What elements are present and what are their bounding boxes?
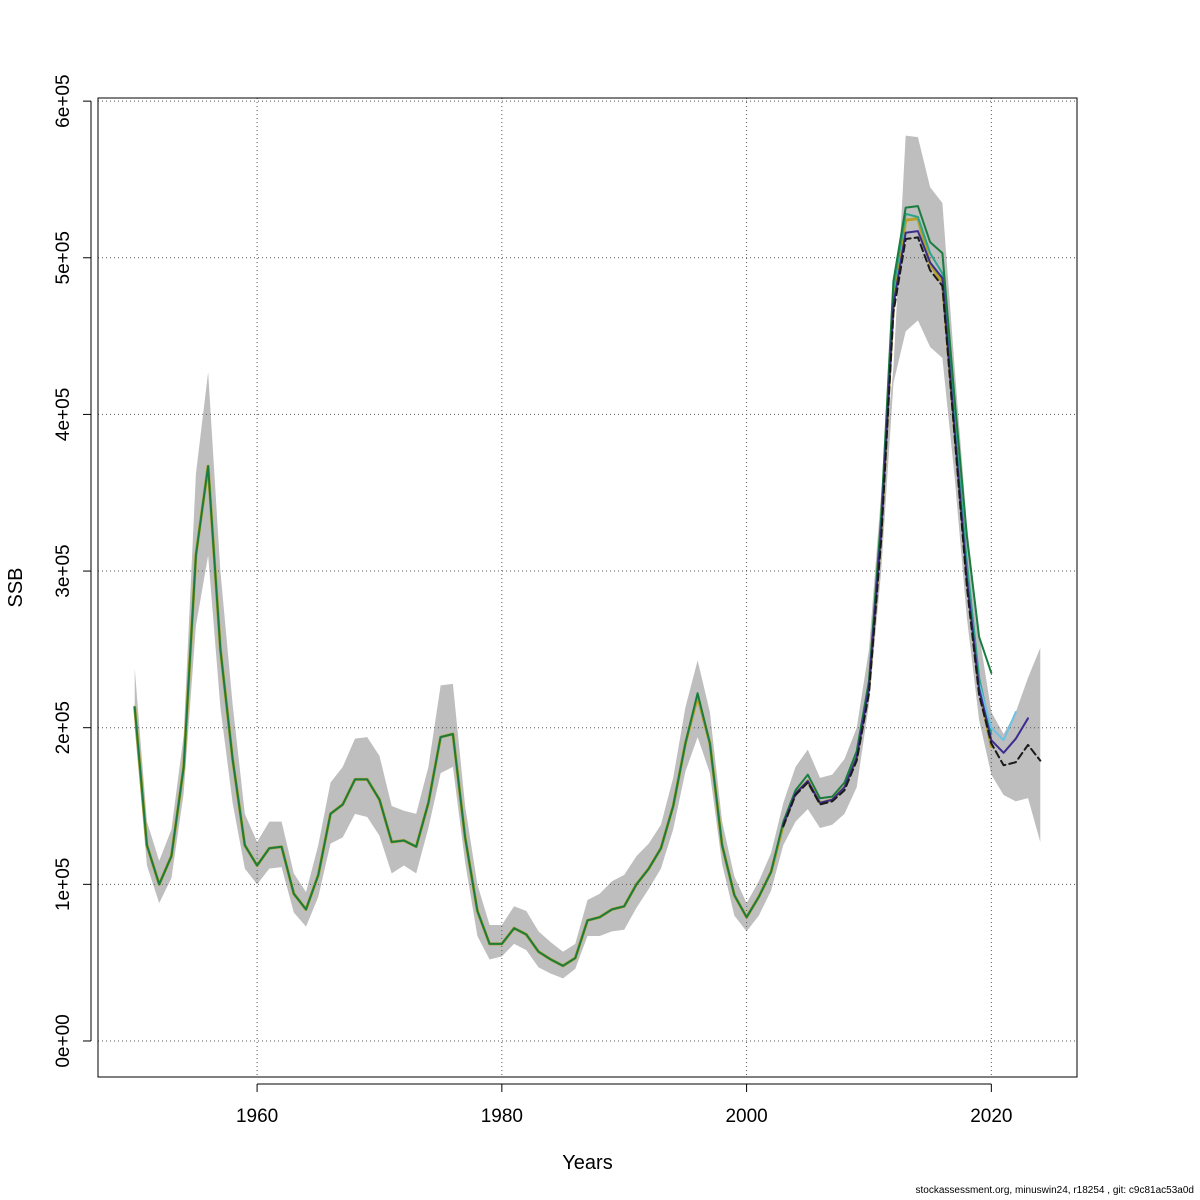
series-line-black-dashed: [782, 236, 1042, 828]
series-line-green: [133, 205, 993, 967]
x-tick-label: 1960: [236, 1106, 278, 1127]
series-line-purple: [782, 230, 1029, 826]
x-tick-label: 1980: [481, 1106, 523, 1127]
y-tick-label: 4e+05: [53, 388, 74, 441]
y-tick-label: 6e+05: [53, 74, 74, 127]
y-tick-label: 1e+05: [53, 858, 74, 911]
series-lines-layer: [133, 205, 1042, 968]
plot-frame: [97, 97, 1078, 1078]
y-tick-label: 0e+00: [53, 1014, 74, 1067]
y-axis-title: SSB: [5, 567, 27, 607]
x-axis-title: Years: [562, 1152, 612, 1174]
confidence-band-layer: [134, 135, 1041, 979]
confidence-band: [134, 135, 1041, 979]
axes-layer: 1960 1980 2000 2020 0e+00 1e+05 2e+05 3e+05 4e+0…: [53, 74, 1012, 1127]
x-tick-label: 2000: [725, 1106, 767, 1127]
y-tick-label: 2e+05: [53, 701, 74, 754]
x-tick-label: 2020: [970, 1106, 1012, 1127]
y-tick-label: 5e+05: [53, 231, 74, 284]
series-line-cyan: [978, 682, 1017, 742]
footer-note: stockassessment.org, minuswin24, r18254 …: [915, 1185, 1195, 1196]
y-tick-label: 3e+05: [53, 544, 74, 597]
series-line-teal: [880, 212, 993, 735]
